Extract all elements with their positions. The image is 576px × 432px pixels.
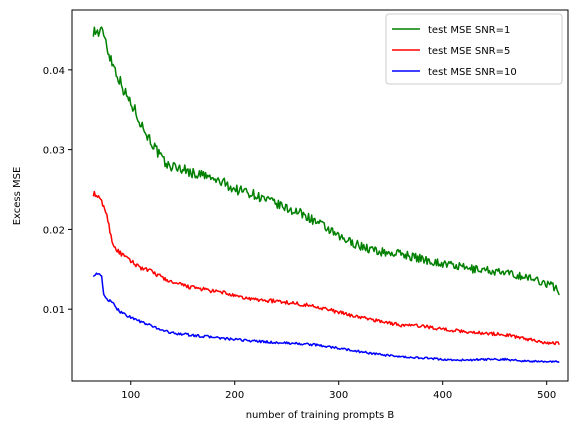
x-tick-label: 400	[433, 390, 452, 401]
y-axis-label: Excess MSE	[12, 167, 23, 226]
legend-label: test MSE SNR=1	[428, 25, 510, 36]
series-line-snr-10	[92, 272, 560, 364]
y-tick-label: 0.04	[43, 66, 65, 77]
series-line-snr-5	[92, 190, 560, 346]
y-tick-label: 0.03	[43, 146, 65, 157]
x-tick-label: 100	[121, 390, 140, 401]
x-axis-ticks: 100 200 300 400 500	[121, 381, 556, 401]
legend: test MSE SNR=1 test MSE SNR=5 test MSE SNR…	[385, 13, 563, 85]
y-tick-label: 0.01	[43, 305, 65, 316]
x-axis-label: number of training prompts B	[246, 410, 395, 421]
x-tick-label: 500	[537, 390, 556, 401]
plot-lines	[92, 26, 560, 364]
legend-label: test MSE SNR=5	[428, 46, 510, 57]
series-line-snr-1	[92, 26, 560, 296]
y-tick-label: 0.02	[43, 225, 65, 236]
x-tick-label: 200	[225, 390, 244, 401]
legend-box	[385, 13, 563, 85]
axes-frame	[71, 9, 569, 382]
y-axis-ticks: 0.01 0.02 0.03 0.04	[43, 66, 72, 316]
legend-label: test MSE SNR=10	[428, 67, 517, 78]
x-tick-label: 300	[329, 390, 348, 401]
